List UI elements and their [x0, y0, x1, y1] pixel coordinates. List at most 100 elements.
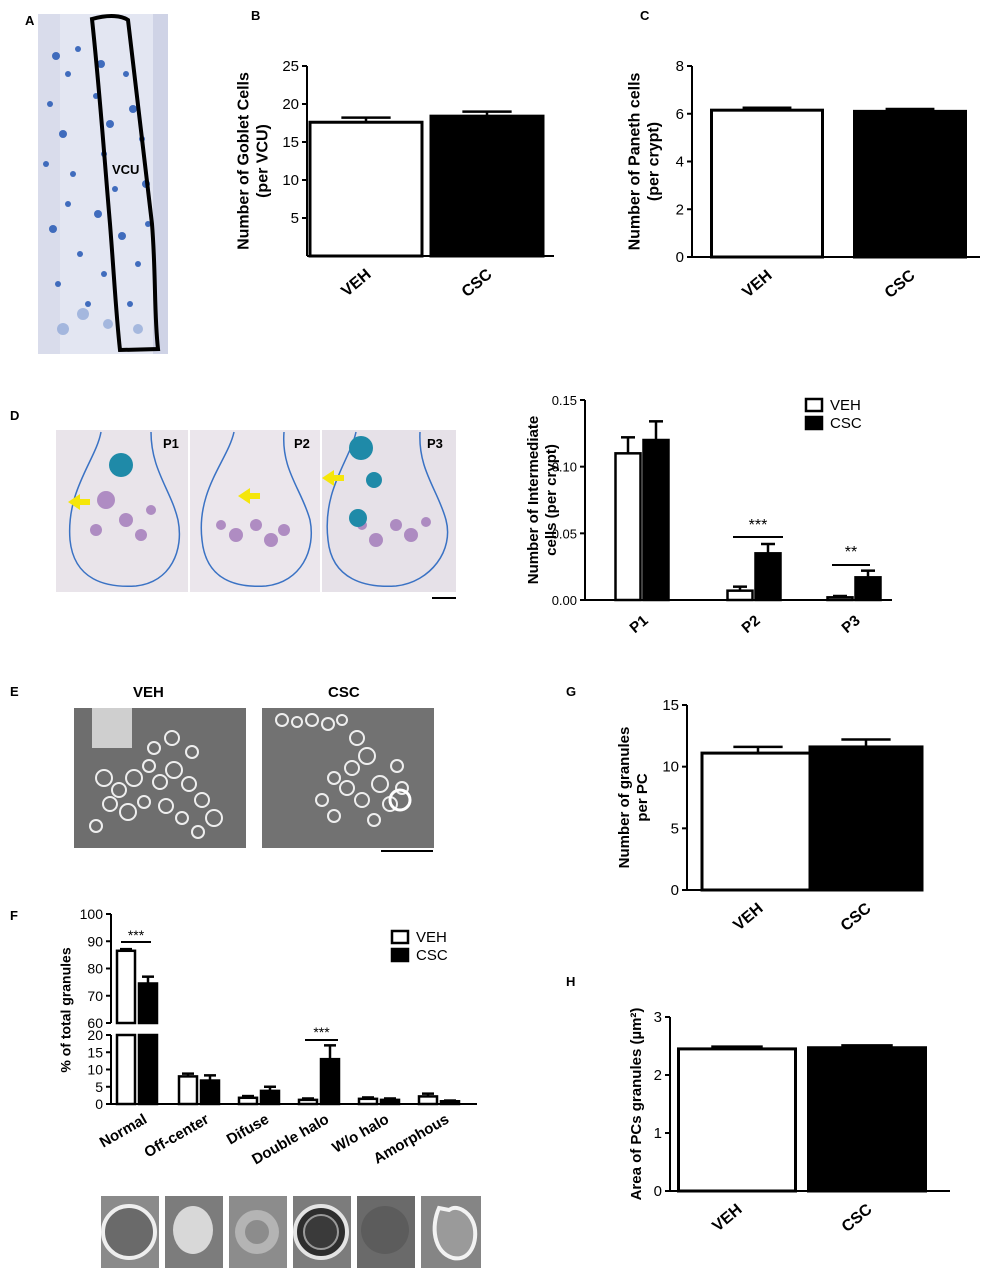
bar-d-p2-veh — [726, 589, 754, 602]
y-tick-label-b-1: 10 — [282, 172, 299, 189]
y-tick-label-h-0: 0 — [654, 1183, 662, 1200]
y-axis-label-f: % of total granules — [58, 947, 74, 1072]
legend-f-label-1: CSC — [416, 947, 448, 964]
panel-letter-a: A — [25, 13, 35, 28]
bar-f-4-0 — [357, 1097, 379, 1106]
y-tick-label-f-2: 10 — [87, 1062, 103, 1078]
y-tick-label-b-2: 15 — [282, 134, 299, 151]
y-tick-label-c-1: 2 — [676, 201, 684, 218]
micrograph-em-csc — [262, 708, 434, 848]
bar-d-p1-veh — [614, 452, 642, 602]
panel-letter-h: H — [566, 974, 576, 989]
y-tick-label-h-1: 1 — [654, 1125, 662, 1142]
micrograph-vcu — [38, 14, 168, 354]
micrograph-em-veh — [74, 708, 246, 848]
y-tick-label-g-3: 15 — [662, 697, 679, 714]
bar-f-lower-0-1 — [137, 1033, 159, 1106]
svg-text:per PC: per PC — [634, 773, 651, 822]
y-tick-label-h-3: 3 — [654, 1009, 662, 1026]
y-tick-label-c-3: 6 — [676, 106, 684, 123]
y-tick-label-b-3: 20 — [282, 96, 299, 113]
y-axis-label-d: Number of Intermediate cells (per crypt) — [525, 416, 560, 584]
svg-text:% of total granules: % of total granules — [58, 947, 74, 1072]
y-tick-label-d-2: 0.10 — [552, 460, 577, 475]
y-tick-label-f-3: 15 — [87, 1044, 103, 1060]
bar-b-veh — [308, 120, 424, 258]
bar-f-upper-0-0 — [115, 949, 137, 1025]
x-tick-label-b-1: CSC — [459, 266, 496, 301]
svg-text:(per VCU): (per VCU) — [255, 124, 272, 198]
y-tick-label-f-7: 80 — [87, 961, 103, 977]
legend-d-swatch-1 — [804, 415, 824, 431]
y-axis-label-h: Area of PCs granules (µm²) — [628, 1008, 645, 1201]
micrograph-label-p1: P1 — [163, 436, 179, 451]
bar-h-csc — [807, 1046, 927, 1193]
y-axis-label-c: Number of Paneth cells (per crypt) — [627, 72, 663, 250]
micrograph-label-veh: VEH — [133, 684, 164, 701]
y-axis-label-b: Number of Goblet Cells (per VCU) — [236, 72, 272, 250]
y-tick-label-f-9: 100 — [80, 906, 104, 922]
svg-text:cells (per crypt): cells (per crypt) — [543, 444, 560, 556]
bar-f-5-0 — [417, 1095, 439, 1106]
x-tick-label-h-0: VEH — [709, 1201, 745, 1235]
x-tick-label-c-1: CSC — [882, 267, 919, 302]
bar-f-2-0 — [237, 1096, 259, 1106]
x-tick-label-h-1: CSC — [839, 1201, 876, 1236]
bar-b-csc — [429, 114, 545, 258]
bar-h-veh — [677, 1047, 797, 1193]
legend-d-swatch-0 — [804, 397, 824, 413]
y-tick-label-b-0: 5 — [291, 210, 299, 227]
bar-f-3-0 — [297, 1098, 319, 1106]
x-tick-label-d-1: P2 — [739, 612, 764, 637]
y-tick-label-f-6: 70 — [87, 988, 103, 1004]
bar-d-p3-veh — [826, 596, 854, 602]
y-tick-label-d-3: 0.15 — [552, 393, 577, 408]
bar-f-4-1 — [379, 1098, 401, 1106]
scale-bar-d — [432, 597, 456, 599]
bar-c-veh — [710, 108, 824, 259]
y-tick-label-d-1: 0.05 — [552, 526, 577, 541]
legend-d-label-0: VEH — [830, 397, 861, 414]
x-tick-label-g-0: VEH — [730, 900, 766, 934]
y-tick-label-f-5: 60 — [87, 1015, 103, 1031]
panel-letter-d: D — [10, 408, 20, 423]
svg-text:Number of granules: Number of granules — [616, 727, 633, 869]
x-tick-label-d-0: P1 — [627, 612, 652, 637]
svg-text:Area of PCs granules (µm²): Area of PCs granules (µm²) — [628, 1008, 645, 1201]
x-tick-label-f-2: Difuse — [224, 1111, 272, 1149]
y-tick-label-f-1: 5 — [95, 1079, 103, 1095]
bar-f-3-1 — [319, 1057, 341, 1106]
bar-f-2-1 — [259, 1089, 281, 1106]
x-tick-label-g-1: CSC — [838, 900, 875, 935]
bar-f-lower-0-0 — [115, 1033, 137, 1106]
scale-bar-e — [381, 850, 433, 852]
y-tick-label-g-0: 0 — [671, 882, 679, 899]
svg-text:(per crypt): (per crypt) — [646, 122, 663, 201]
legend-d-label-1: CSC — [830, 415, 862, 432]
legend-f-swatch-0 — [390, 929, 410, 945]
y-tick-label-h-2: 2 — [654, 1067, 662, 1084]
y-tick-label-f-4: 20 — [87, 1027, 103, 1043]
significance-label-f-1: *** — [313, 1024, 330, 1040]
bar-g-veh — [700, 751, 816, 892]
panel-letter-f: F — [10, 908, 18, 923]
bar-f-1-0 — [177, 1075, 199, 1106]
y-tick-label-g-1: 5 — [671, 820, 679, 837]
significance-label-f-0: *** — [128, 927, 145, 943]
x-tick-label-c-0: VEH — [739, 267, 775, 301]
micrograph-granule-types — [101, 1196, 481, 1268]
legend-f-label-0: VEH — [416, 929, 447, 946]
y-tick-label-d-0: 0.00 — [552, 593, 577, 608]
bar-d-p2-csc — [754, 552, 782, 602]
bar-f-5-1 — [439, 1099, 461, 1106]
bar-d-p1-csc — [642, 438, 670, 602]
y-tick-label-b-4: 25 — [282, 58, 299, 75]
micrograph-label-p2: P2 — [294, 436, 310, 451]
y-tick-label-c-4: 8 — [676, 58, 684, 75]
panel-letter-g: G — [566, 684, 577, 699]
svg-text:Number of Paneth cells: Number of Paneth cells — [627, 72, 644, 250]
micrograph-label-p3: P3 — [427, 436, 443, 451]
micrograph-vcu-label: VCU — [112, 162, 140, 177]
micrographs-crypt-p1-p3 — [56, 430, 456, 592]
